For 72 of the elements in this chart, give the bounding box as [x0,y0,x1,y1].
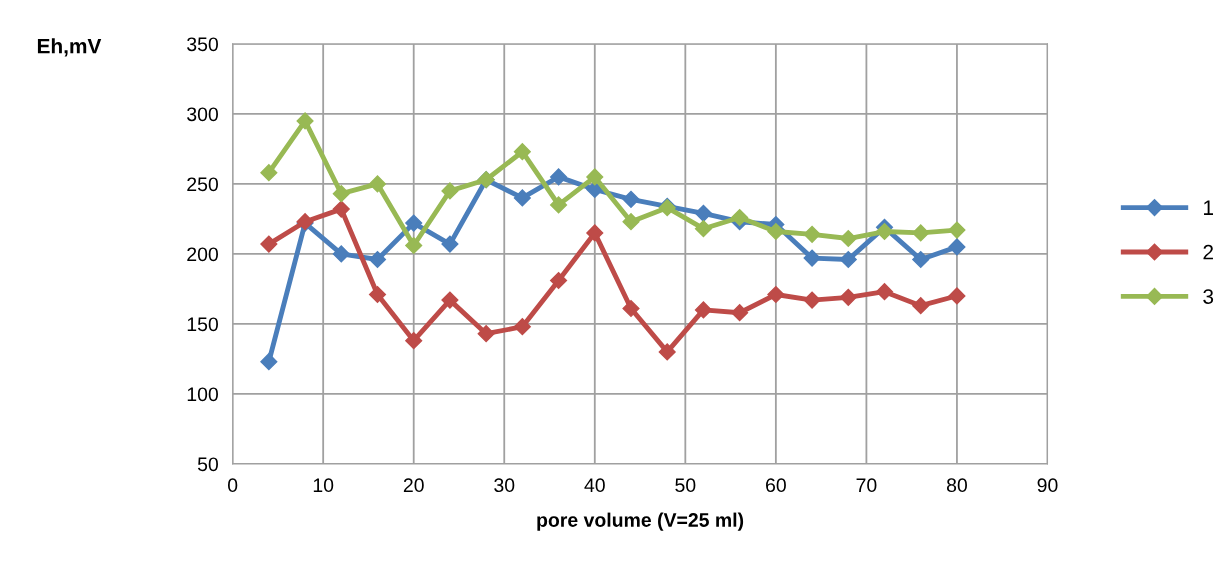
point [948,238,966,256]
point [441,235,459,253]
x-tick-label: 0 [227,478,238,493]
point [368,250,387,269]
point [912,297,930,315]
legend-label: 3 [1203,289,1214,304]
x-tick-label: 20 [403,478,424,493]
point [767,285,785,304]
x-tick-label: 80 [946,478,967,493]
point [839,288,857,306]
y-tick-label: 300 [187,107,218,122]
point [405,332,423,350]
point [332,200,350,218]
point [513,143,531,161]
point [368,285,387,304]
point [405,214,423,232]
point [260,164,278,182]
x-tick-label: 70 [856,478,877,493]
point [405,236,423,255]
x-tick-label: 30 [494,478,515,493]
point [839,250,857,269]
point [622,190,640,208]
point [550,271,568,290]
point [260,235,278,253]
point [948,287,966,305]
point [260,353,278,371]
point [441,182,459,200]
point [477,325,495,343]
y-tick-label: 50 [197,457,218,472]
point [875,283,894,301]
y-tick-label: 150 [187,317,218,332]
point [658,343,676,361]
x-tick-label: 90 [1037,478,1058,493]
point [839,229,857,248]
y-tick-label: 200 [187,247,218,262]
legend-label: 1 [1204,200,1214,215]
point [332,245,350,263]
x-tick-label: 50 [675,478,696,493]
point [622,213,640,231]
x-axis-title: pore volume (V=25 ml) [537,512,744,531]
point [586,168,604,186]
x-tick-label: 40 [584,478,605,493]
point [622,299,640,318]
point [513,189,531,207]
point [550,196,568,214]
point [694,220,712,238]
y-tick-label: 100 [187,387,218,402]
point [513,318,531,336]
point [767,222,785,241]
point [875,222,894,241]
x-tick-label: 60 [766,478,786,493]
point [803,291,821,309]
legend-label: 2 [1203,244,1213,260]
point [694,301,712,319]
point [912,224,930,242]
x-tick-label: 10 [313,478,334,493]
point [731,208,749,227]
point [731,304,749,322]
point [803,249,821,267]
point [332,185,350,203]
point [296,112,314,130]
point [441,291,459,309]
y-tick-label: 350 [187,37,218,52]
point [694,204,712,222]
point [948,221,966,239]
point [803,225,821,243]
y-axis-title: Eh,mV [37,38,102,57]
point [550,168,568,186]
y-tick-label: 250 [187,177,218,192]
point [586,224,604,242]
point [368,175,387,193]
point [912,250,930,269]
